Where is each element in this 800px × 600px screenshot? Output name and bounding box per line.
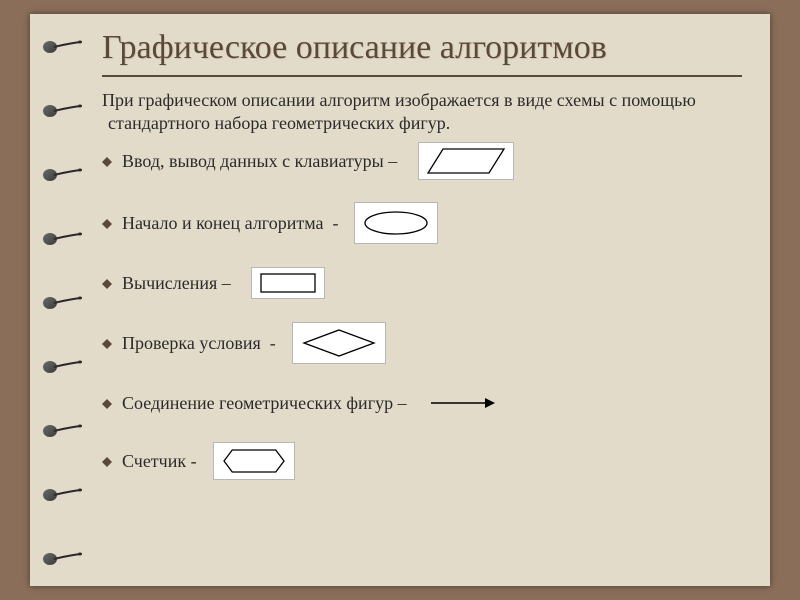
bullet-icon	[102, 339, 112, 349]
list-item: Вычисления –	[102, 266, 742, 300]
item-label: Начало и конец алгоритма -	[122, 213, 338, 234]
pushpin-icon	[40, 550, 84, 568]
pushpin-icon	[40, 230, 84, 248]
pushpin-icon	[40, 166, 84, 184]
bullet-icon	[102, 279, 112, 289]
pushpin-icon	[40, 486, 84, 504]
rectangle-shape-icon	[251, 267, 325, 299]
pushpin-icon	[40, 38, 84, 56]
item-label: Проверка условия -	[122, 333, 276, 354]
slide-frame: Графическое описание алгоритмов При граф…	[30, 14, 770, 586]
item-label: Вычисления –	[122, 273, 235, 294]
item-label: Соединение геометрических фигур –	[122, 393, 411, 414]
intro-paragraph: При графическом описании алгоритм изобра…	[102, 89, 742, 134]
list-item: Соединение геометрических фигур –	[102, 386, 742, 420]
bullet-icon	[102, 219, 112, 229]
list-item: Проверка условия -	[102, 322, 742, 364]
list-item: Счетчик -	[102, 442, 742, 480]
bullet-icon	[102, 399, 112, 409]
pushpin-icon	[40, 422, 84, 440]
bullet-icon	[102, 457, 112, 467]
list-item: Ввод, вывод данных с клавиатуры –	[102, 142, 742, 180]
hexagon-shape-icon	[213, 442, 295, 480]
slide-content: Графическое описание алгоритмов При граф…	[102, 28, 742, 502]
rhombus-shape-icon	[292, 322, 386, 364]
arrow-shape-icon	[427, 394, 497, 412]
item-label: Счетчик -	[122, 451, 197, 472]
parallelogram-shape-icon	[418, 142, 514, 180]
title-underline	[102, 75, 742, 77]
slide-title: Графическое описание алгоритмов	[102, 28, 742, 67]
bullet-icon	[102, 157, 112, 167]
list-item: Начало и конец алгоритма -	[102, 202, 742, 244]
pushpin-icon	[40, 102, 84, 120]
pushpin-column	[40, 38, 84, 568]
pushpin-icon	[40, 294, 84, 312]
pushpin-icon	[40, 358, 84, 376]
bullet-list: Ввод, вывод данных с клавиатуры – Начало…	[102, 142, 742, 480]
item-label: Ввод, вывод данных с клавиатуры –	[122, 151, 402, 172]
ellipse-shape-icon	[354, 202, 438, 244]
